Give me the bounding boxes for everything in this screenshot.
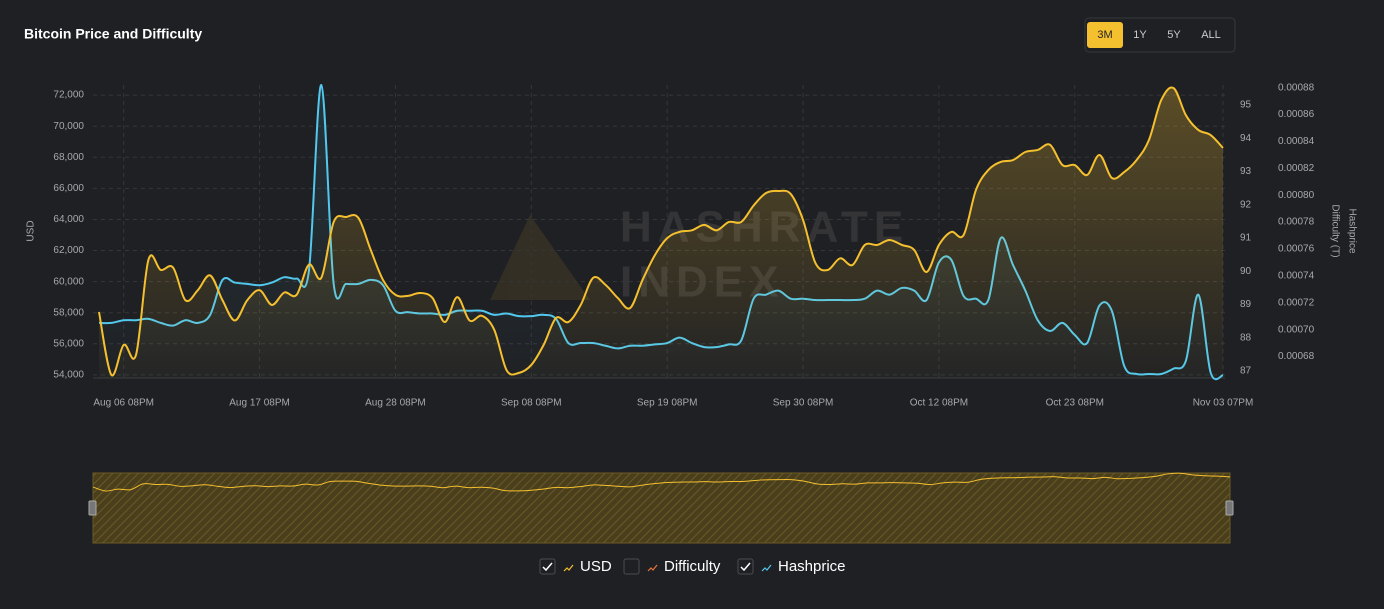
y-tick-label: 60,000 xyxy=(53,276,84,287)
series-line xyxy=(98,86,1224,377)
title: Bitcoin Price and Difficulty xyxy=(24,26,202,42)
legend-label[interactable]: USD xyxy=(580,558,612,575)
y3-tick-label: 0.00068 xyxy=(1278,351,1315,362)
navigator-series xyxy=(92,472,1231,492)
y2-tick-label: 93 xyxy=(1240,166,1252,177)
y3-tick-label: 0.00088 xyxy=(1278,82,1315,93)
x-tick-label: Oct 12 08PM xyxy=(910,398,968,409)
range-selector xyxy=(1084,17,1236,53)
area xyxy=(99,87,1223,378)
y-tick-label: 62,000 xyxy=(53,245,84,256)
y3-tick-label: 0.00080 xyxy=(1278,190,1315,201)
y-tick-label: 56,000 xyxy=(53,338,84,349)
legend-icon xyxy=(647,564,658,572)
y-tick-label: 54,000 xyxy=(53,370,84,381)
x-tick-label: Aug 28 08PM xyxy=(365,398,426,409)
y-tick-label: 68,000 xyxy=(53,152,84,163)
y3-axis-title: Hashprice xyxy=(1346,208,1357,253)
watermark-logo xyxy=(490,215,590,300)
y-tick-label: 70,000 xyxy=(53,121,84,132)
x-tick-label: Nov 03 07PM xyxy=(1193,398,1254,409)
legend: USD Difficulty Hashprice xyxy=(539,558,846,575)
legend-label[interactable]: Difficulty xyxy=(664,558,721,575)
buttons: 3M 1Y 5Y ALL xyxy=(1087,22,1221,48)
legend-icon xyxy=(761,564,772,572)
y3-tick-label: 0.00084 xyxy=(1278,136,1315,147)
range-button[interactable]: 5Y xyxy=(1167,29,1181,41)
y2-tick-label: 92 xyxy=(1240,199,1252,210)
y3-tick-label: 0.00070 xyxy=(1278,324,1315,335)
legend-icon xyxy=(563,564,574,572)
range-button-bg[interactable] xyxy=(1087,22,1123,48)
range-button[interactable]: 1Y xyxy=(1133,29,1147,41)
range-button[interactable]: ALL xyxy=(1201,29,1221,41)
legend-label[interactable]: Hashprice xyxy=(778,558,846,575)
x-tick-label: Aug 17 08PM xyxy=(229,398,290,409)
legend-checkbox[interactable] xyxy=(623,558,640,575)
y3-tick-label: 0.00076 xyxy=(1278,244,1315,255)
y-tick-label: 72,000 xyxy=(53,90,84,101)
y3-tick-label: 0.00078 xyxy=(1278,217,1315,228)
check-mark xyxy=(740,562,751,572)
y2-tick-label: 94 xyxy=(1240,133,1252,144)
y2-tick-label: 87 xyxy=(1240,366,1252,377)
y2-tick-label: 95 xyxy=(1240,100,1252,111)
navigator-handle[interactable] xyxy=(1225,500,1234,516)
y2-axis-title: Difficulty (T) xyxy=(1329,204,1340,257)
series-line xyxy=(92,472,1231,492)
plot: 54,000 56,000 58,000 60,000 62,000 64,000 66,0… xyxy=(53,82,1314,408)
legend-checkbox[interactable] xyxy=(539,558,556,575)
x-tick-label: Aug 06 08PM xyxy=(93,398,154,409)
y-tick-label: 58,000 xyxy=(53,307,84,318)
range-button[interactable]: 3M xyxy=(1097,29,1112,41)
y2-tick-label: 89 xyxy=(1240,299,1252,310)
y2-tick-label: 88 xyxy=(1240,332,1252,343)
y3-tick-label: 0.00086 xyxy=(1278,109,1315,120)
x-tick-label: Sep 08 08PM xyxy=(501,398,562,409)
y-axis-title: USD xyxy=(26,220,37,241)
x-tick-label: Sep 19 08PM xyxy=(637,398,698,409)
y-tick-label: 64,000 xyxy=(53,214,84,225)
navigator[interactable] xyxy=(92,472,1231,544)
navigator-handle[interactable] xyxy=(88,500,97,516)
legend-checkbox[interactable] xyxy=(737,558,754,575)
check-mark xyxy=(542,562,553,572)
y3-tick-label: 0.00072 xyxy=(1278,297,1315,308)
x-tick-label: Sep 30 08PM xyxy=(773,398,834,409)
y3-tick-label: 0.00082 xyxy=(1278,163,1315,174)
x-tick-label: Oct 23 08PM xyxy=(1046,398,1104,409)
y2-tick-label: 90 xyxy=(1240,266,1252,277)
y2-tick-label: 91 xyxy=(1240,233,1252,244)
y-tick-label: 66,000 xyxy=(53,183,84,194)
y3-tick-label: 0.00074 xyxy=(1278,270,1315,281)
